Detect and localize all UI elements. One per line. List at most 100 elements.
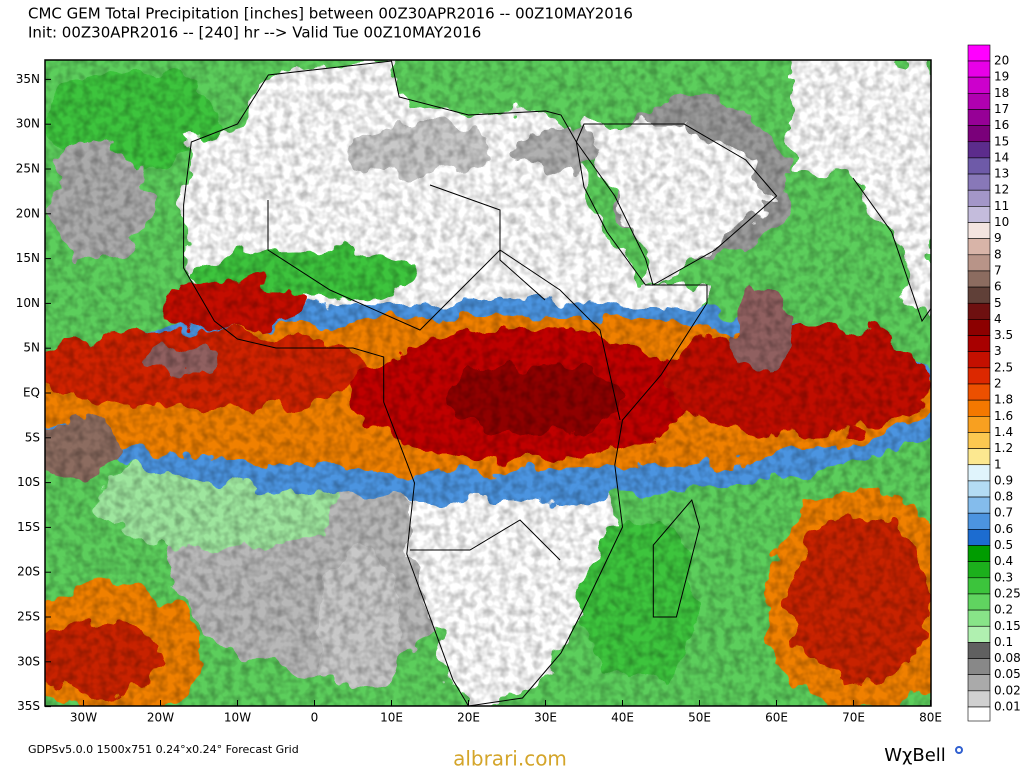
legend-label: 10	[994, 215, 1009, 229]
legend-label: 18	[994, 86, 1009, 100]
legend-label: 0.02	[994, 683, 1021, 697]
watermark: albrari.com	[453, 747, 567, 768]
lon-label: 80E	[919, 711, 942, 725]
lat-label: 35S	[17, 699, 40, 713]
lat-label: 10S	[17, 475, 40, 489]
lat-label: EQ	[23, 386, 40, 400]
legend-swatch	[967, 545, 991, 562]
legend-swatch	[967, 512, 991, 530]
legend-label: 0.01	[994, 700, 1021, 714]
legend-label: 1.6	[994, 409, 1013, 423]
legend-label: 2.5	[994, 360, 1013, 374]
legend-swatch	[967, 432, 991, 449]
lat-label: 30S	[17, 654, 40, 668]
legend-label: 0.4	[994, 554, 1013, 568]
legend-swatch	[967, 561, 991, 579]
legend-label: 0.8	[994, 490, 1013, 504]
legend-label: 6	[994, 280, 1002, 294]
legend-label: 0.2	[994, 603, 1013, 617]
legend-swatch	[967, 415, 991, 433]
legend-swatch	[967, 625, 991, 643]
subtitle: Init: 00Z30APR2016 -- [240] hr --> Valid…	[28, 24, 481, 42]
legend-label: 13	[994, 167, 1009, 181]
legend-label: 19	[994, 70, 1009, 84]
lon-label: 0	[311, 711, 319, 725]
lon-label: 20W	[147, 711, 174, 725]
legend-swatch	[967, 44, 991, 62]
legend-swatch	[967, 480, 991, 498]
legend-label: 0.05	[994, 667, 1021, 681]
lon-label: 50E	[688, 711, 711, 725]
legend-swatch	[967, 529, 991, 546]
legend-swatch	[967, 254, 991, 272]
legend-label: 0.1	[994, 635, 1013, 649]
map-frame	[44, 59, 932, 707]
lat-label: 20S	[17, 565, 40, 579]
lat-label: 5N	[23, 341, 40, 355]
lat-label: 20N	[16, 206, 40, 220]
legend-label: 3.5	[994, 328, 1013, 342]
legend-swatch	[967, 302, 991, 320]
legend-label: 4	[994, 312, 1002, 326]
legend-label: 0.08	[994, 651, 1021, 665]
legend-swatch	[967, 60, 991, 78]
brand-logo	[955, 746, 963, 754]
precip-map	[45, 60, 931, 706]
legend-label: 0.15	[994, 619, 1021, 633]
lat-label: 10N	[16, 296, 40, 310]
legend-label: 0.25	[994, 586, 1021, 600]
legend-swatch	[967, 496, 991, 514]
legend-swatch	[967, 109, 991, 126]
lon-label: 10E	[380, 711, 403, 725]
legend-swatch	[967, 238, 991, 256]
lon-label: 10W	[224, 711, 251, 725]
legend-swatch	[967, 351, 991, 369]
lon-label: 30W	[70, 711, 97, 725]
legend-swatch	[967, 206, 991, 223]
legend-swatch	[967, 706, 991, 722]
legend-swatch	[967, 658, 991, 675]
legend-label: 20	[994, 54, 1009, 68]
legend-label: 2	[994, 377, 1002, 391]
legend-swatch	[967, 609, 991, 627]
lon-label: 40E	[611, 711, 634, 725]
legend-label: 0.9	[994, 473, 1013, 487]
legend-swatch	[967, 674, 991, 692]
legend-label: 3	[994, 344, 1002, 358]
title: CMC GEM Total Precipitation [inches] bet…	[28, 5, 633, 23]
legend-swatch	[967, 690, 991, 708]
legend-swatch	[967, 270, 991, 288]
legend-label: 14	[994, 150, 1009, 164]
legend-label: 8	[994, 247, 1002, 261]
legend-label: 1.8	[994, 393, 1013, 407]
lat-label: 35N	[16, 72, 40, 86]
lon-label: 30E	[534, 711, 557, 725]
legend-swatch	[967, 577, 991, 595]
legend-swatch	[967, 367, 991, 385]
legend-swatch	[967, 399, 991, 417]
lat-label: 25N	[16, 162, 40, 176]
legend-swatch	[967, 173, 991, 191]
legend-label: 0.5	[994, 538, 1013, 552]
legend-swatch	[967, 383, 991, 401]
legend-label: 1.2	[994, 441, 1013, 455]
lon-label: 70E	[842, 711, 865, 725]
grid-info: GDPSv5.0.0 1500x751 0.24°x0.24° Forecast…	[28, 743, 299, 756]
brand: WχBell	[884, 745, 946, 766]
legend-label: 11	[994, 199, 1009, 213]
legend-label: 0.7	[994, 506, 1013, 520]
legend-swatch	[967, 93, 991, 110]
legend-label: 5	[994, 296, 1002, 310]
legend-swatch	[967, 319, 991, 336]
legend-swatch	[967, 593, 991, 611]
lat-label: 15N	[16, 251, 40, 265]
legend-swatch	[967, 464, 991, 482]
lat-label: 15S	[17, 520, 40, 534]
legend-label: 12	[994, 183, 1009, 197]
legend-swatch	[967, 642, 991, 659]
lon-label: 60E	[765, 711, 788, 725]
lat-label: 30N	[16, 117, 40, 131]
lat-label: 5S	[25, 430, 40, 444]
legend-label: 9	[994, 231, 1002, 245]
